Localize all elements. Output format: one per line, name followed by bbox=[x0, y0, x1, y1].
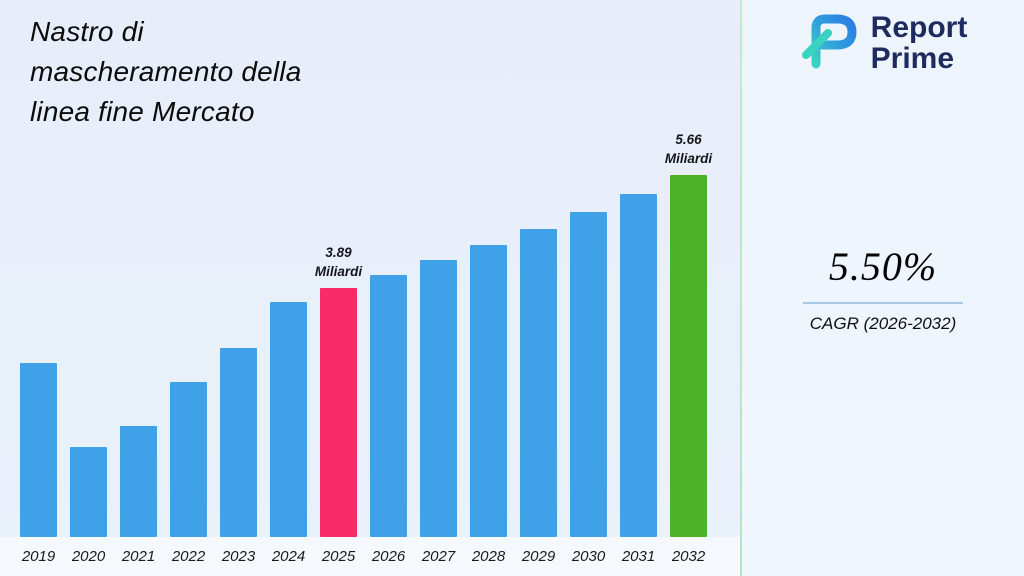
bar bbox=[120, 426, 157, 537]
bar bbox=[270, 302, 307, 537]
brand-name: Report Prime bbox=[870, 10, 968, 75]
x-axis-label: 2027 bbox=[421, 548, 456, 565]
x-axis-label: 2023 bbox=[221, 548, 256, 565]
bar-column: 2024 bbox=[270, 302, 307, 576]
x-axis-label: 2031 bbox=[621, 548, 656, 565]
bar bbox=[220, 348, 257, 537]
bar bbox=[670, 175, 707, 537]
cagr-value: 5.50% bbox=[828, 244, 938, 289]
x-axis-label: 2025 bbox=[321, 548, 356, 565]
x-axis-label: 2024 bbox=[271, 548, 306, 565]
bar-column: 5.66 Miliardi 2032 bbox=[665, 130, 712, 576]
bar-column: 2023 bbox=[220, 348, 257, 576]
page-title-line: mascheramento della bbox=[30, 55, 302, 87]
bar-column: 2020 bbox=[70, 447, 107, 576]
bar-column: 2026 bbox=[370, 275, 407, 576]
bar bbox=[520, 229, 557, 537]
cagr-block: 5.50% CAGR (2026-2032) bbox=[803, 243, 963, 334]
bar bbox=[20, 363, 57, 537]
cagr-label: CAGR (2026-2032) bbox=[809, 314, 957, 333]
bar-chart: 2019 2020 2021 2022 2023 2024 3.89 Miliardi 2025… bbox=[20, 130, 712, 576]
bar-value-label: 3.89 Miliardi bbox=[314, 244, 363, 280]
bar-column: 2028 bbox=[470, 245, 507, 576]
page-title-line: Nastro di bbox=[30, 16, 144, 47]
bar bbox=[420, 260, 457, 537]
x-axis-label: 2019 bbox=[21, 548, 56, 565]
bar-column: 2019 bbox=[20, 363, 57, 576]
brand-name-line: Prime bbox=[870, 41, 955, 75]
page-title-line: linea fine Mercato bbox=[30, 95, 255, 127]
bar-column: 3.89 Miliardi 2025 bbox=[315, 243, 362, 576]
x-axis-label: 2020 bbox=[71, 548, 106, 565]
panel-divider bbox=[740, 0, 742, 576]
bar-column: 2022 bbox=[170, 382, 207, 576]
bar-column: 2031 bbox=[620, 194, 657, 576]
bar bbox=[320, 288, 357, 537]
bar bbox=[470, 245, 507, 537]
bar bbox=[620, 194, 657, 537]
x-axis-label: 2026 bbox=[371, 548, 406, 565]
x-axis-label: 2030 bbox=[571, 548, 606, 565]
bar-value-label: 5.66 Miliardi bbox=[664, 131, 713, 167]
bar-column: 2027 bbox=[420, 260, 457, 576]
page-title: Nastro di mascheramento della linea fine… bbox=[30, 12, 302, 131]
brand-name-line: Report bbox=[870, 10, 968, 44]
x-axis-label: 2028 bbox=[471, 548, 506, 565]
x-axis-label: 2032 bbox=[671, 548, 706, 565]
bar-column: 2029 bbox=[520, 229, 557, 576]
x-axis-label: 2022 bbox=[171, 548, 206, 565]
report-prime-logo-icon bbox=[799, 12, 861, 75]
bar bbox=[170, 382, 207, 537]
x-axis-label: 2029 bbox=[521, 548, 556, 565]
bar-column: 2030 bbox=[570, 212, 607, 576]
bar-column: 2021 bbox=[120, 426, 157, 576]
cagr-underline bbox=[803, 302, 963, 304]
stats-panel: Report Prime 5.50% CAGR (2026-2032) bbox=[742, 0, 1024, 576]
bar bbox=[370, 275, 407, 537]
bar bbox=[70, 447, 107, 537]
brand-logo: Report Prime bbox=[799, 10, 968, 75]
x-axis-label: 2021 bbox=[121, 548, 156, 565]
bar bbox=[570, 212, 607, 537]
